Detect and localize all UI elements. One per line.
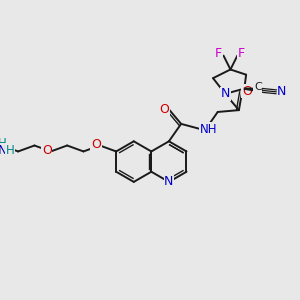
Text: N: N xyxy=(0,144,7,157)
Text: O: O xyxy=(42,144,52,157)
Text: F: F xyxy=(215,47,222,60)
Text: O: O xyxy=(91,138,101,151)
Text: F: F xyxy=(238,47,245,60)
Text: N: N xyxy=(220,87,230,100)
Text: N: N xyxy=(164,176,174,188)
Text: H: H xyxy=(6,144,14,157)
Text: N: N xyxy=(277,85,286,98)
Text: O: O xyxy=(160,103,170,116)
Polygon shape xyxy=(244,88,262,92)
Text: C: C xyxy=(254,82,262,92)
Text: O: O xyxy=(242,85,252,98)
Text: NH: NH xyxy=(200,123,217,136)
Text: H: H xyxy=(0,137,7,150)
